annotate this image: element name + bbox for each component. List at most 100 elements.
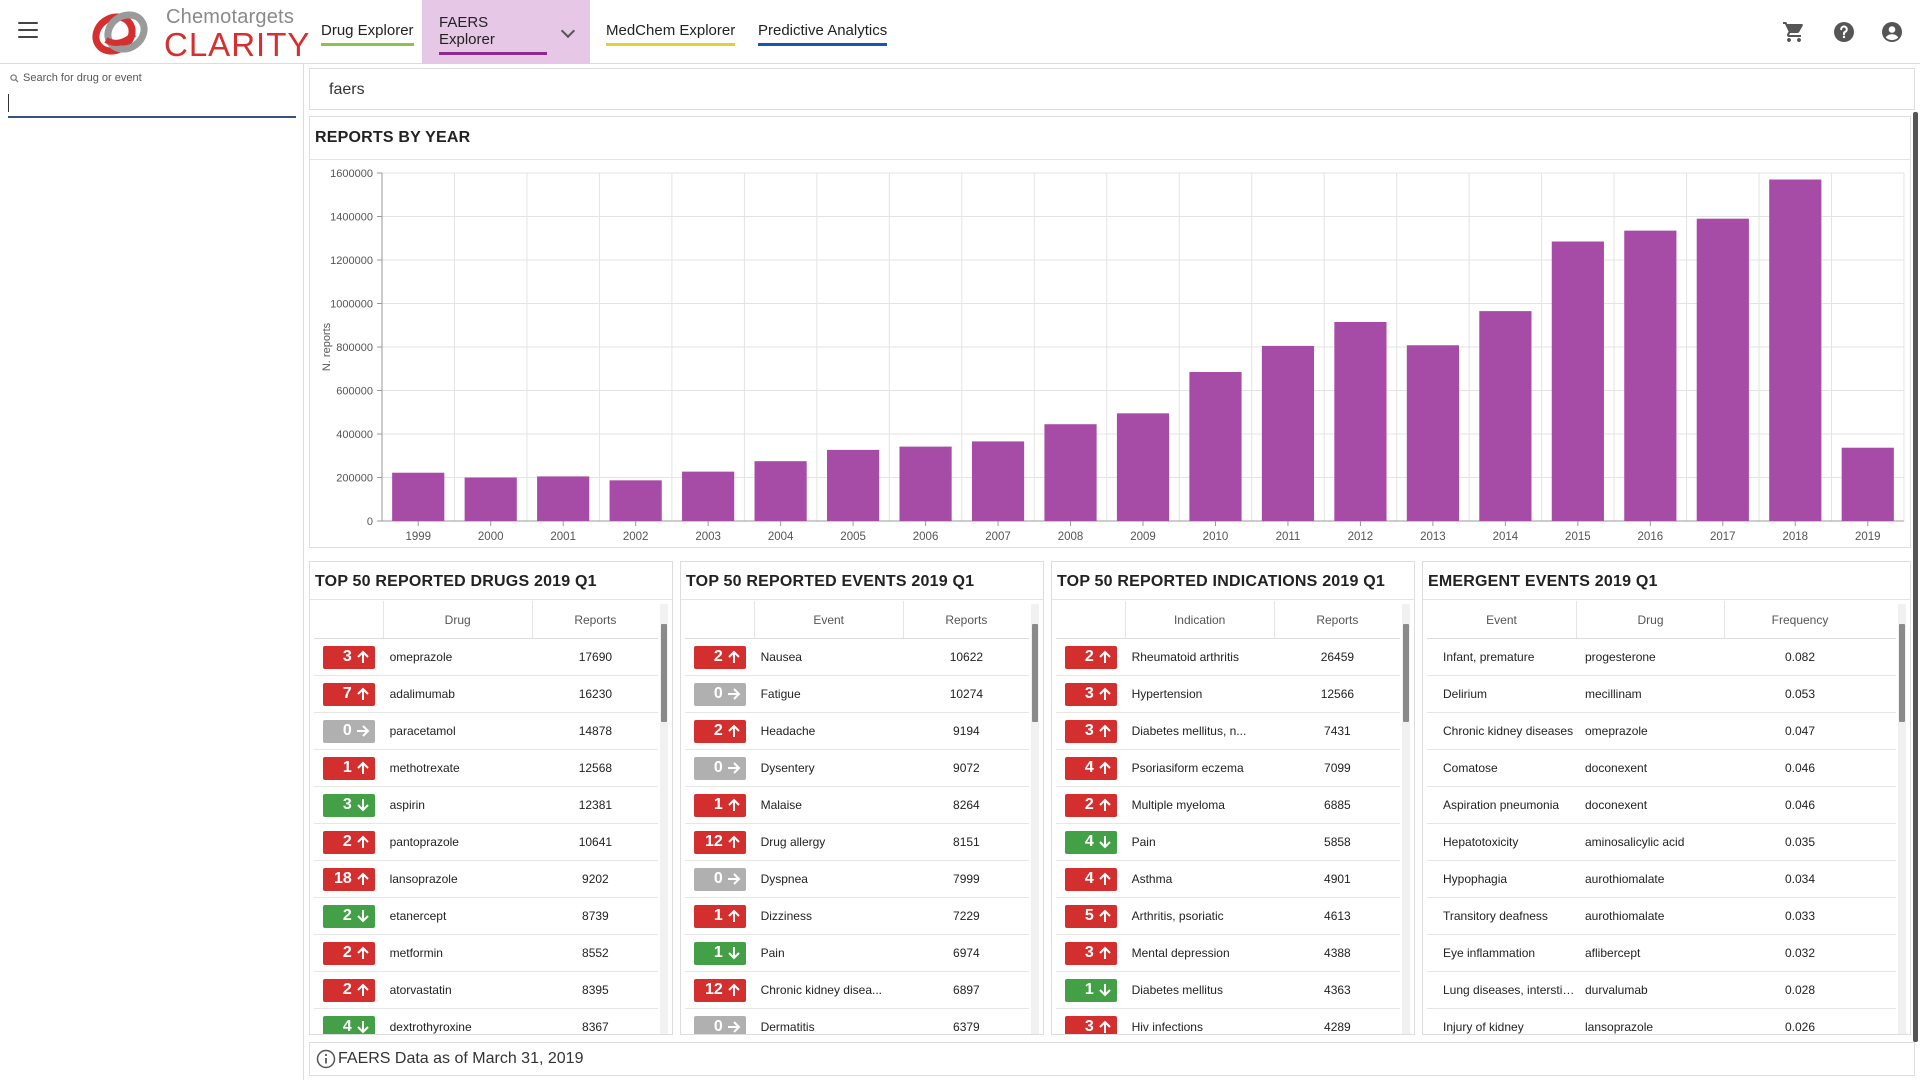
cell-name[interactable]: Malaise — [760, 798, 802, 812]
scrollbar-thumb[interactable] — [661, 624, 667, 722]
table-row[interactable]: 1 Diabetes mellitus 4363 — [1056, 972, 1400, 1009]
bar[interactable] — [1841, 447, 1894, 521]
account-icon[interactable] — [1880, 20, 1904, 44]
table-row[interactable]: 3 Diabetes mellitus, n... 7431 — [1056, 713, 1400, 750]
table-row[interactable]: 3 aspirin 12381 — [314, 787, 658, 824]
table-row[interactable]: Infant, premature progesterone 0.082 — [1427, 639, 1896, 676]
bar[interactable] — [1769, 179, 1822, 521]
cell-name[interactable]: adalimumab — [389, 687, 455, 701]
bar[interactable] — [1624, 230, 1677, 521]
bar[interactable] — [1551, 241, 1604, 521]
bar[interactable] — [682, 471, 735, 521]
cell-name[interactable]: Fatigue — [760, 687, 801, 701]
cell-name[interactable]: Hypertension — [1131, 687, 1203, 701]
bar[interactable] — [899, 446, 952, 521]
table-row[interactable]: 18 lansoprazole 9202 — [314, 861, 658, 898]
header-drug[interactable]: Drug — [384, 601, 533, 638]
cell-name[interactable]: Chronic kidney disea... — [760, 983, 882, 997]
menu-icon[interactable] — [18, 22, 38, 42]
cell-name[interactable]: Rheumatoid arthritis — [1131, 650, 1239, 664]
cell-name[interactable]: Diabetes mellitus — [1131, 983, 1223, 997]
table-row[interactable]: 2 Headache 9194 — [685, 713, 1029, 750]
bar[interactable] — [1696, 218, 1749, 522]
cell-name[interactable]: Asthma — [1131, 872, 1173, 886]
cell-name[interactable]: methotrexate — [389, 761, 460, 775]
cell-name[interactable]: Pain — [1131, 835, 1156, 849]
table-row[interactable]: Aspiration pneumonia doconexent 0.046 — [1427, 787, 1896, 824]
table-row[interactable]: Injury of kidney lansoprazole 0.026 — [1427, 1009, 1896, 1034]
scrollbar-thumb[interactable] — [1032, 624, 1038, 722]
table-row[interactable]: Eye inflammation aflibercept 0.032 — [1427, 935, 1896, 972]
bar[interactable] — [609, 480, 662, 521]
cell-name[interactable]: Dermatitis — [760, 1020, 815, 1034]
table-row[interactable]: 1 methotrexate 12568 — [314, 750, 658, 787]
scrollbar[interactable] — [1031, 604, 1039, 1034]
table-row[interactable]: 3 omeprazole 17690 — [314, 639, 658, 676]
table-row[interactable]: Transitory deafness aurothiomalate 0.033 — [1427, 898, 1896, 935]
bar[interactable] — [754, 461, 807, 521]
table-row[interactable]: Lung diseases, interstiti... durvalumab 0.… — [1427, 972, 1896, 1009]
table-row[interactable]: 2 pantoprazole 10641 — [314, 824, 658, 861]
cell-name[interactable]: Mental depression — [1131, 946, 1230, 960]
scrollbar-thumb[interactable] — [1403, 624, 1409, 722]
table-row[interactable]: 0 Dyspnea 7999 — [685, 861, 1029, 898]
bar[interactable] — [1189, 372, 1242, 521]
nav-predictive-analytics[interactable]: Predictive Analytics — [741, 0, 904, 64]
table-row[interactable]: Hepatotoxicity aminosalicylic acid 0.035 — [1427, 824, 1896, 861]
nav-drug-explorer[interactable]: Drug Explorer — [304, 0, 431, 64]
table-row[interactable]: 1 Malaise 8264 — [685, 787, 1029, 824]
chevron-down-icon[interactable] — [560, 23, 576, 39]
cell-name[interactable]: Multiple myeloma — [1131, 798, 1225, 812]
table-row[interactable]: 12 Chronic kidney disea... 6897 — [685, 972, 1029, 1009]
page-scrollbar[interactable] — [1913, 112, 1918, 1042]
table-row[interactable]: 0 Dysentery 9072 — [685, 750, 1029, 787]
bar[interactable] — [1116, 413, 1170, 521]
table-row[interactable]: 4 Pain 5858 — [1056, 824, 1400, 861]
table-row[interactable]: Comatose doconexent 0.046 — [1427, 750, 1896, 787]
header-frequency[interactable]: Frequency — [1771, 612, 1829, 627]
bar[interactable] — [1479, 311, 1532, 521]
bar[interactable] — [1406, 345, 1459, 521]
cell-name[interactable]: metformin — [389, 946, 443, 960]
bar[interactable] — [537, 476, 590, 521]
cell-name[interactable]: paracetamol — [389, 724, 456, 738]
bar[interactable] — [1261, 345, 1315, 521]
header-reports[interactable]: Reports — [945, 612, 988, 627]
cell-name[interactable]: Dysentery — [760, 761, 815, 775]
header-event[interactable]: Event — [1427, 601, 1577, 638]
logo[interactable]: Chemotargets CLARITY — [92, 6, 309, 63]
header-drug[interactable]: Drug — [1577, 601, 1725, 638]
table-row[interactable]: 12 Drug allergy 8151 — [685, 824, 1029, 861]
table-row[interactable]: 0 Dermatitis 6379 — [685, 1009, 1029, 1034]
table-row[interactable]: 3 Hypertension 12566 — [1056, 676, 1400, 713]
cart-icon[interactable] — [1782, 20, 1806, 44]
table-row[interactable]: 1 Pain 6974 — [685, 935, 1029, 972]
table-row[interactable]: 2 metformin 8552 — [314, 935, 658, 972]
header-reports[interactable]: Reports — [574, 612, 617, 627]
bar[interactable] — [1334, 321, 1387, 521]
cell-name[interactable]: etanercept — [389, 909, 447, 923]
bar[interactable] — [464, 477, 517, 522]
bar[interactable] — [1044, 424, 1097, 521]
cell-name[interactable]: Dizziness — [760, 909, 812, 923]
scrollbar[interactable] — [660, 604, 668, 1034]
cell-name[interactable]: dextrothyroxine — [389, 1020, 472, 1034]
bar[interactable] — [971, 441, 1025, 521]
table-row[interactable]: 4 dextrothyroxine 8367 — [314, 1009, 658, 1034]
table-row[interactable]: 7 adalimumab 16230 — [314, 676, 658, 713]
cell-name[interactable]: Psoriasiform eczema — [1131, 761, 1244, 775]
table-row[interactable]: Hypophagia aurothiomalate 0.034 — [1427, 861, 1896, 898]
table-row[interactable]: 2 Nausea 10622 — [685, 639, 1029, 676]
cell-name[interactable]: Dyspnea — [760, 872, 808, 886]
nav-faers-explorer[interactable]: FAERS Explorer — [422, 0, 590, 64]
bar[interactable] — [827, 449, 880, 521]
table-row[interactable]: Chronic kidney diseases omeprazole 0.047 — [1427, 713, 1896, 750]
table-row[interactable]: 2 atorvastatin 8395 — [314, 972, 658, 1009]
cell-name[interactable]: aspirin — [389, 798, 425, 812]
cell-name[interactable]: Arthritis, psoriatic — [1131, 909, 1224, 923]
table-row[interactable]: 2 Multiple myeloma 6885 — [1056, 787, 1400, 824]
table-row[interactable]: 2 etanercept 8739 — [314, 898, 658, 935]
cell-name[interactable]: Diabetes mellitus, n... — [1131, 724, 1247, 738]
bar[interactable] — [392, 472, 445, 521]
table-row[interactable]: 0 Fatigue 10274 — [685, 676, 1029, 713]
